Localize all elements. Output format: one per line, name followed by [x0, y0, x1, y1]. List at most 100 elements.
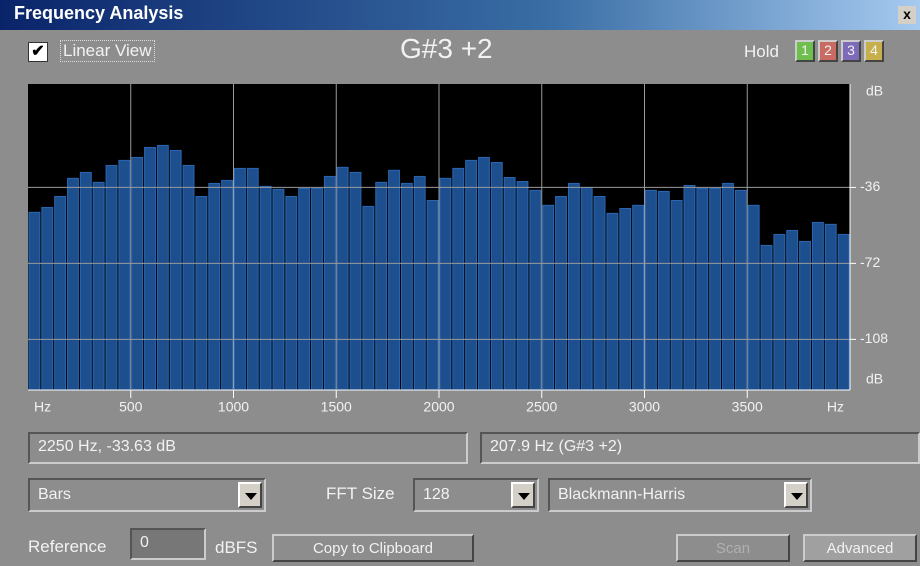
- linear-view-label[interactable]: Linear View: [60, 40, 155, 62]
- y-tick-label: -108: [860, 330, 888, 346]
- y-tick-label: -72: [860, 254, 880, 270]
- x-tick-label: 2500: [526, 399, 557, 415]
- bar: [182, 164, 195, 391]
- bar: [426, 199, 439, 391]
- unit-label: dBFS: [215, 538, 258, 557]
- bar: [388, 169, 400, 391]
- bar: [259, 185, 272, 391]
- bar: [144, 147, 156, 391]
- bar: [683, 185, 696, 391]
- hold-label: Hold: [744, 42, 779, 61]
- bar: [645, 189, 657, 391]
- bar: [722, 182, 734, 391]
- bar: [696, 187, 709, 391]
- bar: [311, 187, 323, 391]
- scan-button[interactable]: Scan: [676, 534, 790, 562]
- bar: [747, 204, 760, 391]
- bar: [824, 223, 837, 391]
- bar: [221, 179, 233, 391]
- bar: [811, 221, 824, 391]
- bar: [54, 195, 67, 391]
- window-title: Frequency Analysis: [14, 3, 184, 23]
- dropdown-value: 128: [423, 486, 450, 503]
- hold-button[interactable]: 1: [795, 40, 815, 62]
- bar: [452, 167, 465, 391]
- bar: [67, 177, 79, 391]
- dropdown-value: Blackmann-Harris: [558, 486, 686, 503]
- bar: [105, 164, 118, 391]
- bar: [375, 181, 388, 391]
- x-tick-label: 1500: [321, 399, 352, 415]
- hold-button[interactable]: 2: [818, 40, 838, 62]
- bar: [156, 144, 169, 391]
- bar: [542, 204, 555, 391]
- fft-size-label: FFT Size: [326, 484, 395, 503]
- bar: [79, 171, 92, 391]
- y-axis-label: dB: [866, 83, 883, 99]
- peak-readout: 207.9 Hz (G#3 +2): [480, 432, 920, 464]
- bar: [92, 181, 105, 391]
- checkbox[interactable]: ✔: [28, 42, 48, 62]
- bar: [529, 189, 542, 391]
- bar: [336, 166, 349, 391]
- bar: [208, 182, 221, 391]
- bar: [593, 195, 606, 391]
- y-tick-label: -36: [860, 178, 880, 194]
- x-tick-label: 3000: [629, 399, 660, 415]
- bar: [285, 195, 298, 391]
- x-axis-label: Hz: [34, 399, 51, 415]
- y-axis-label: dB: [866, 371, 883, 387]
- bar: [169, 149, 182, 391]
- bar: [234, 167, 246, 391]
- fft-size-dropdown[interactable]: 128: [413, 478, 539, 512]
- close-button[interactable]: x: [898, 6, 916, 24]
- bar: [490, 162, 503, 391]
- copy-button[interactable]: Copy to Clipboard: [272, 534, 474, 562]
- bar: [555, 195, 567, 391]
- cursor-readout: 2250 Hz, -33.63 dB: [28, 432, 468, 464]
- bar: [478, 156, 490, 391]
- reference-input[interactable]: 0: [130, 528, 206, 560]
- bar: [439, 177, 452, 391]
- bar: [606, 212, 619, 391]
- bar: [118, 159, 131, 391]
- window-function-dropdown[interactable]: Blackmann-Harris: [548, 478, 812, 512]
- reference-label: Reference: [28, 537, 107, 556]
- bar: [323, 175, 336, 391]
- bar: [362, 205, 375, 391]
- bar: [503, 176, 516, 391]
- spectrum-chart: Hz Hz dB dB -36 -72 -108 500 1000 1500 2000 250…: [28, 82, 889, 415]
- advanced-button[interactable]: Advanced: [803, 534, 917, 562]
- title-bar: Frequency Analysis x: [0, 0, 920, 30]
- bar: [298, 187, 311, 391]
- bar: [734, 189, 747, 391]
- bar: [28, 211, 41, 391]
- bar: [786, 229, 799, 391]
- bar: [580, 186, 593, 391]
- bar: [837, 233, 850, 391]
- bar: [131, 156, 144, 391]
- bar: [195, 195, 208, 391]
- x-tick-label: 2000: [423, 399, 454, 415]
- bar: [709, 187, 722, 391]
- x-tick-label: 1000: [218, 399, 249, 415]
- bar: [413, 175, 426, 391]
- dropdown-value: Bars: [38, 486, 71, 503]
- bar: [246, 167, 259, 391]
- bar: [516, 180, 529, 391]
- bar: [773, 233, 786, 391]
- bar: [400, 182, 413, 391]
- x-axis-label: Hz: [827, 399, 844, 415]
- hold-button[interactable]: 3: [841, 40, 861, 62]
- bar: [657, 190, 670, 391]
- bar: [272, 188, 285, 391]
- bar: [349, 171, 362, 391]
- bar: [567, 182, 580, 391]
- bar: [632, 204, 644, 391]
- hold-button[interactable]: 4: [864, 40, 884, 62]
- bar: [760, 244, 773, 391]
- x-tick-label: 500: [119, 399, 143, 415]
- display-dropdown[interactable]: Bars: [28, 478, 266, 512]
- bar: [670, 199, 683, 391]
